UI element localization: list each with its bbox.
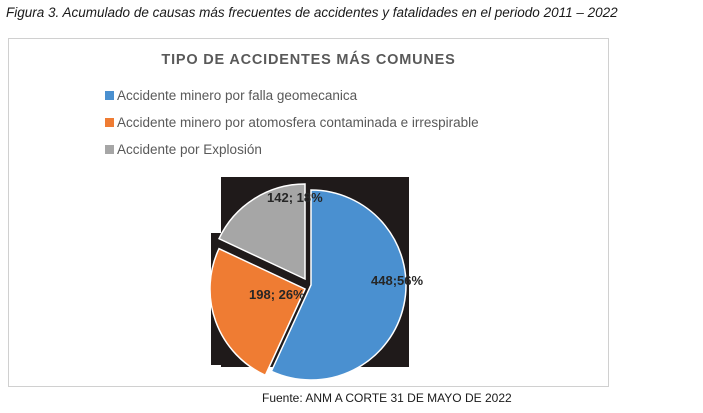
figure-caption: Figura 3. Acumulado de causas más frecue… xyxy=(6,5,618,20)
chart-title: TIPO DE ACCIDENTES MÁS COMUNES xyxy=(161,52,456,68)
chart-legend: Accidente minero por falla geomecanica A… xyxy=(105,86,479,167)
pie-slice-2 xyxy=(209,247,306,377)
legend-item-atmosfera-contaminada: Accidente minero por atomosfera contamin… xyxy=(105,113,479,131)
legend-swatch xyxy=(105,144,114,154)
pie-slices xyxy=(209,183,407,381)
pie-data-label-3: 142; 18% xyxy=(267,190,323,205)
source-note: Fuente: ANM A CORTE 31 DE MAYO DE 2022 xyxy=(262,391,512,405)
pie-chart: 448;56% 198; 26% 142; 18% xyxy=(209,177,423,381)
legend-label: Accidente minero por atomosfera contamin… xyxy=(117,114,479,130)
chart-area: TIPO DE ACCIDENTES MÁS COMUNES Accidente… xyxy=(8,38,609,387)
pie-data-label-1: 448;56% xyxy=(371,273,423,288)
pie-labels: 448;56% 198; 26% 142; 18% xyxy=(249,190,423,302)
pie-slice-1 xyxy=(270,189,407,381)
legend-item-explosion: Accidente por Explosión xyxy=(105,140,479,158)
legend-label: Accidente minero por falla geomecanica xyxy=(117,87,358,103)
legend-swatch xyxy=(105,117,114,127)
legend-swatch xyxy=(105,90,114,100)
pie-data-label-2: 198; 26% xyxy=(249,287,305,302)
pie-slice-3 xyxy=(217,183,306,281)
legend-label: Accidente por Explosión xyxy=(117,141,262,157)
legend-item-falla-geomecanica: Accidente minero por falla geomecanica xyxy=(105,86,479,104)
